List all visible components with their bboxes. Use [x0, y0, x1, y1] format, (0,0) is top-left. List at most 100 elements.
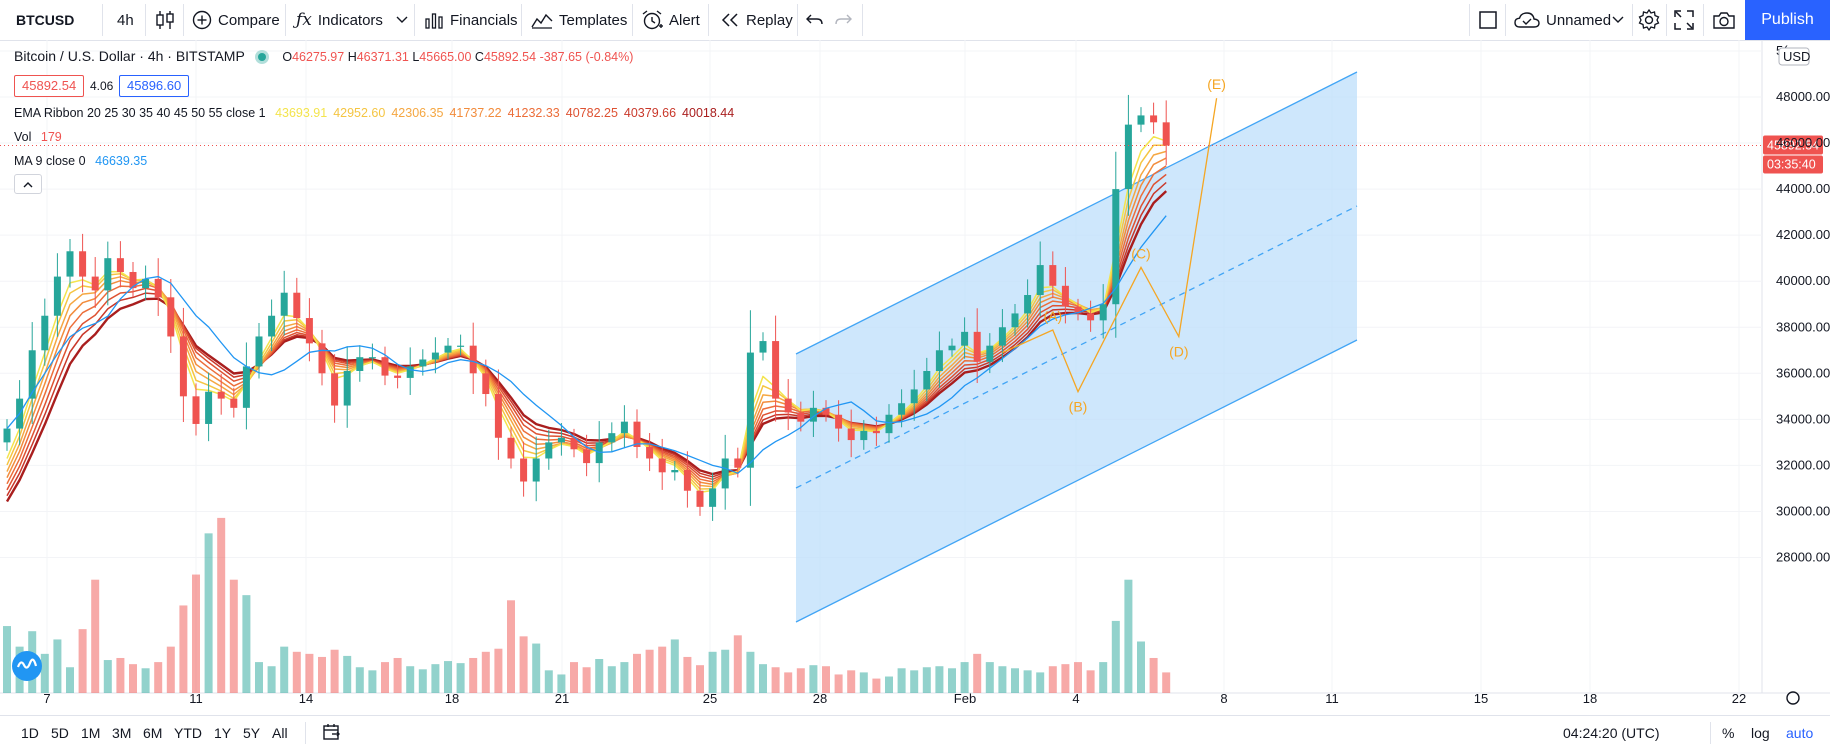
channel-lower-line [795, 339, 1358, 623]
alert-button[interactable]: Alert [641, 0, 700, 40]
range-all-button[interactable]: All [272, 725, 288, 741]
volume-bar [897, 668, 906, 693]
toolbar-divider [1666, 4, 1667, 36]
range-1y-button[interactable]: 1Y [214, 725, 232, 741]
volume-bar [809, 665, 818, 693]
financials-button[interactable]: Financials [424, 0, 518, 40]
candle-body [444, 345, 452, 353]
range-1d-button[interactable]: 1D [21, 725, 39, 741]
layout-dropdown-button[interactable] [1612, 0, 1624, 40]
candle-body [419, 359, 427, 367]
candle-body [683, 470, 691, 491]
market-status-icon [258, 53, 267, 62]
log-scale-toggle[interactable]: log [1751, 725, 1770, 741]
candle-body [217, 391, 225, 399]
price-tick-label: 32000.00 [1776, 457, 1830, 472]
volume-bar [40, 653, 49, 693]
candle-body [167, 297, 175, 337]
price-tick-label: 38000.00 [1776, 319, 1830, 334]
time-tick-label: 8 [1220, 691, 1227, 706]
time-tick-label: 18 [445, 691, 459, 706]
ema-values: 43693.91 42952.60 42306.35 41737.22 41232.33… [269, 106, 734, 120]
price-chart[interactable]: (A) (B) (C) (D) (E) 45892.54 03:35:40 28000.0… [0, 40, 1830, 750]
last-price-badge [1763, 135, 1823, 155]
price-tick-label: 28000.00 [1776, 550, 1830, 565]
snapshot-button[interactable] [1712, 0, 1736, 40]
fx-icon: ƒx [296, 10, 312, 30]
symbol-search-button[interactable]: BTCUSD [16, 0, 74, 40]
volume-bars [3, 517, 1171, 693]
volume-bar [683, 656, 692, 693]
ema-value: 40782.25 [565, 106, 618, 120]
volume-bar [784, 672, 793, 693]
volume-bar [192, 574, 200, 693]
wave-label: (E) [1207, 76, 1226, 92]
candle-body [394, 375, 402, 378]
rewind-icon [720, 12, 740, 28]
compare-button[interactable]: Compare [192, 0, 280, 40]
gear-icon[interactable] [1786, 691, 1800, 705]
volume-bar [607, 666, 616, 693]
volume-bar [1061, 664, 1070, 693]
candle-body [986, 345, 994, 362]
open-value: 46275.97 [292, 50, 345, 64]
redo-button[interactable] [834, 0, 852, 40]
calendar-arrow-icon [322, 724, 342, 744]
candle-body [721, 458, 729, 489]
toolbar-divider [1505, 4, 1506, 36]
ema-ribbon-legend[interactable]: EMA Ribbon 20 25 30 35 40 45 50 55 close… [14, 106, 734, 120]
chart-style-button[interactable] [155, 0, 175, 40]
range-3m-button[interactable]: 3M [112, 725, 132, 741]
volume-legend[interactable]: Vol 179 [14, 130, 62, 144]
volume-bar [179, 605, 188, 693]
volume-bar [557, 674, 566, 693]
candle-body [1162, 122, 1170, 146]
fullscreen-layout-button[interactable] [1478, 0, 1498, 40]
range-6m-button[interactable]: 6M [143, 725, 163, 741]
indicators-dropdown-button[interactable] [396, 0, 408, 40]
ma-legend[interactable]: MA 9 close 0 46639.35 [14, 154, 147, 168]
candle-body [406, 366, 414, 378]
undo-button[interactable] [806, 0, 824, 40]
fullscreen-button[interactable] [1674, 0, 1694, 40]
range-ytd-button[interactable]: YTD [174, 725, 202, 741]
symbol-title[interactable]: Bitcoin / U.S. Dollar · 4h · BITSTAMP [14, 48, 245, 64]
range-1m-button[interactable]: 1M [81, 725, 101, 741]
publish-button[interactable]: Publish [1745, 0, 1830, 40]
candle-body [1036, 265, 1044, 296]
candle-body [608, 433, 616, 443]
cloud-icon [1514, 11, 1540, 29]
range-5d-button[interactable]: 5D [51, 725, 69, 741]
auto-scale-toggle[interactable]: auto [1786, 725, 1814, 741]
volume-bar [847, 670, 856, 693]
interval-button[interactable]: 4h [117, 0, 134, 40]
volume-bar [1023, 670, 1032, 693]
volume-bar [822, 666, 830, 693]
indicators-button[interactable]: ƒx Indicators [296, 0, 383, 40]
candle-body [41, 315, 49, 351]
ema-value: 42306.35 [391, 106, 444, 120]
toolbar-divider [183, 4, 184, 36]
candle-body [154, 278, 162, 298]
collapse-legend-button[interactable] [14, 174, 42, 194]
toolbar-divider [414, 4, 415, 36]
clock-timezone[interactable]: 04:24:20 (UTC) [1563, 725, 1660, 741]
toolbar-divider [145, 4, 146, 36]
toolbar-divider [1703, 4, 1704, 36]
layout-name-button[interactable]: Unnamed [1514, 0, 1611, 40]
interval-label: 4h [117, 11, 134, 29]
settings-button[interactable] [1637, 0, 1661, 40]
volume-bar [431, 664, 440, 693]
templates-button[interactable]: Templates [531, 0, 627, 40]
candle-body [746, 352, 754, 468]
tradingview-logo[interactable] [12, 651, 42, 681]
compare-label: Compare [218, 11, 280, 29]
date-range-button[interactable] [322, 723, 342, 744]
ask-price-box[interactable]: 45896.60 [119, 75, 190, 97]
bottom-toolbar: 1D 5D 1M 3M 6M YTD 1Y 5Y All 04:24:20 (U… [0, 715, 1830, 751]
percent-scale-toggle[interactable]: % [1722, 725, 1735, 741]
replay-button[interactable]: Replay [720, 0, 793, 40]
bid-price-box[interactable]: 45892.54 [14, 75, 85, 97]
range-5y-button[interactable]: 5Y [243, 725, 261, 741]
volume-bar [670, 639, 679, 693]
